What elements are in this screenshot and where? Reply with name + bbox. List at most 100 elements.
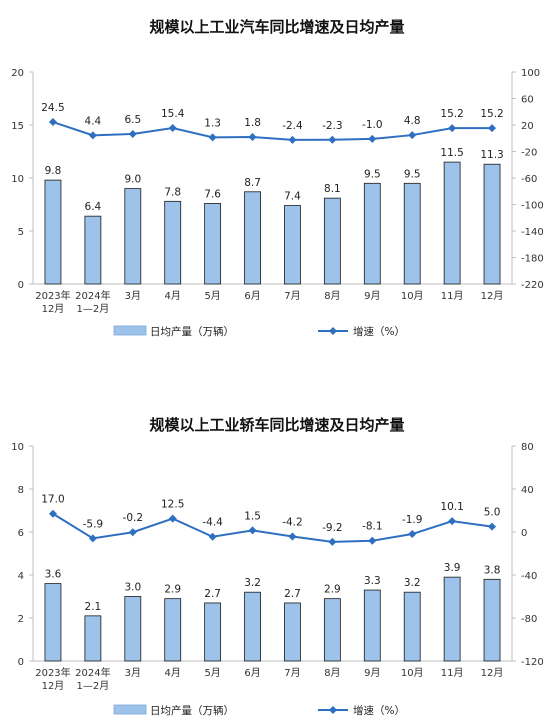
left-tick-label: 20 <box>11 68 24 79</box>
growth-point <box>88 131 97 140</box>
growth-point <box>328 537 337 546</box>
growth-value-label: -8.1 <box>362 521 383 533</box>
legend-bar-swatch <box>113 704 147 715</box>
bar-value-label: 11.5 <box>440 147 463 159</box>
bar <box>323 197 341 285</box>
bar <box>323 598 341 662</box>
growth-value-label: -2.3 <box>322 120 343 132</box>
bar-value-label: 3.2 <box>404 577 421 589</box>
bar-value-label: 2.7 <box>204 588 221 600</box>
category-label: 12月 <box>42 680 65 692</box>
left-tick-label: 4 <box>18 571 24 582</box>
bar-value-label: 7.6 <box>204 188 221 200</box>
growth-point <box>408 530 417 539</box>
category-label: 4月 <box>165 667 181 679</box>
bar-value-label: 8.1 <box>324 183 341 195</box>
bar-value-label: 2.9 <box>324 584 341 596</box>
right-tick-label: -180 <box>521 254 544 265</box>
right-tick-label: 0 <box>521 528 527 539</box>
right-tick-label: 20 <box>521 121 534 132</box>
growth-value-label: 17.0 <box>41 494 64 506</box>
bar-value-label: 3.6 <box>45 569 62 581</box>
legend-line-label: 增速（%） <box>353 325 405 338</box>
bar-value-label: 3.8 <box>484 564 501 576</box>
bar-value-label: 2.1 <box>85 601 102 613</box>
growth-value-label: 1.5 <box>244 510 261 522</box>
right-tick-label: -20 <box>521 148 537 159</box>
bar <box>44 583 62 662</box>
bar <box>164 598 182 662</box>
category-label: 5月 <box>204 667 220 679</box>
category-label: 3月 <box>125 667 141 679</box>
category-label: 12月 <box>481 290 504 302</box>
bar-value-label: 3.2 <box>244 577 261 589</box>
category-label: 1—2月 <box>77 303 110 315</box>
category-label: 7月 <box>284 667 300 679</box>
bar-value-label: 3.3 <box>364 575 381 587</box>
bar-value-label: 7.8 <box>164 186 181 198</box>
growth-value-label: 1.3 <box>204 117 221 129</box>
bar-value-label: 9.5 <box>404 168 421 180</box>
category-label: 11月 <box>441 667 464 679</box>
growth-point <box>448 124 457 133</box>
growth-value-label: 4.4 <box>85 115 102 127</box>
growth-point <box>208 133 217 142</box>
growth-value-label: -1.0 <box>362 119 383 131</box>
growth-value-label: 15.2 <box>440 108 463 120</box>
bar <box>403 591 421 662</box>
legend-bar-swatch <box>113 325 147 336</box>
growth-point <box>168 514 177 523</box>
growth-value-label: 24.5 <box>41 102 64 114</box>
category-label: 2023年 <box>35 666 70 679</box>
bar <box>164 200 182 285</box>
bar-value-label: 6.4 <box>85 201 102 213</box>
growth-value-label: -4.4 <box>202 517 223 529</box>
growth-value-label: -1.9 <box>402 514 423 526</box>
category-label: 10月 <box>401 290 424 302</box>
growth-point <box>368 134 377 143</box>
growth-point <box>448 517 457 526</box>
bar <box>483 163 501 285</box>
bar <box>84 215 102 285</box>
chart-2-title: 规模以上工业轿车同比增速及日均产量 <box>149 416 405 434</box>
right-tick-label: -220 <box>521 280 544 291</box>
growth-point <box>408 131 417 140</box>
growth-value-label: 12.5 <box>161 499 184 511</box>
growth-value-label: -4.2 <box>282 517 303 529</box>
growth-value-label: 15.2 <box>480 108 503 120</box>
category-label: 4月 <box>165 290 181 302</box>
growth-point <box>488 522 497 531</box>
right-tick-label: 60 <box>521 95 534 106</box>
left-tick-label: 5 <box>18 227 24 238</box>
bar <box>204 602 222 662</box>
growth-point <box>248 133 257 142</box>
bar <box>483 578 501 662</box>
right-tick-label: 40 <box>521 485 534 496</box>
growth-line <box>52 512 493 543</box>
bar-value-label: 9.8 <box>45 165 62 177</box>
category-label: 1—2月 <box>77 680 110 692</box>
growth-point <box>48 509 57 518</box>
right-tick-label: -40 <box>521 571 537 582</box>
category-label: 2024年 <box>75 666 110 679</box>
bar-value-label: 7.4 <box>284 191 301 203</box>
bar <box>124 188 142 285</box>
growth-point <box>288 135 297 144</box>
left-tick-label: 6 <box>18 528 24 539</box>
growth-value-label: -5.9 <box>83 518 104 530</box>
right-tick-label: -120 <box>521 657 544 668</box>
growth-point <box>368 536 377 545</box>
bar-value-label: 3.0 <box>124 582 141 594</box>
category-label: 12月 <box>42 303 65 315</box>
left-tick-label: 0 <box>18 280 24 291</box>
right-tick-label: -100 <box>521 201 544 212</box>
legend-line-label: 增速（%） <box>353 704 405 717</box>
category-label: 11月 <box>441 290 464 302</box>
category-label: 8月 <box>324 667 340 679</box>
bar <box>363 182 381 285</box>
bar-value-label: 9.5 <box>364 168 381 180</box>
right-tick-label: -140 <box>521 227 544 238</box>
category-label: 10月 <box>401 667 424 679</box>
growth-value-label: -9.2 <box>322 522 343 534</box>
left-tick-label: 0 <box>18 657 24 668</box>
